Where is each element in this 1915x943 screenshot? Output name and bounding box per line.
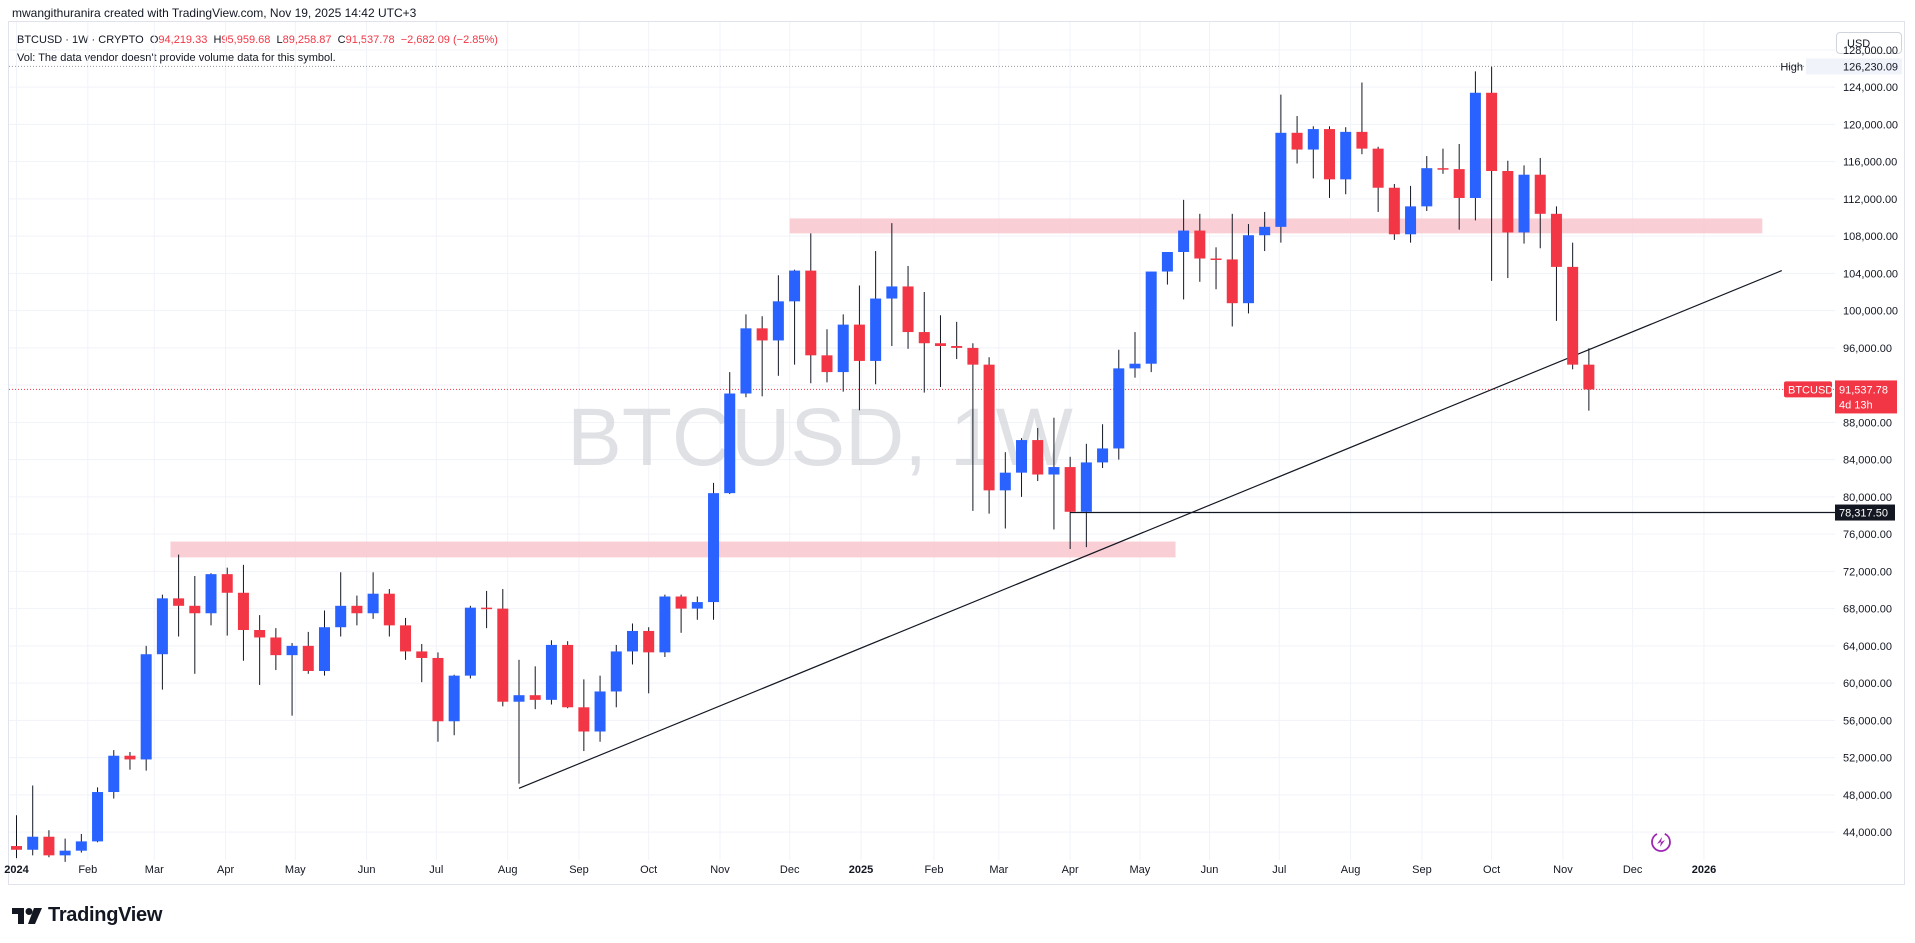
close-value: 91,537.78: [345, 34, 395, 46]
low-value: 89,258.87: [282, 34, 332, 46]
close-label: C: [337, 34, 346, 46]
volume-note: Vol: The data vendor doesn't provide vol…: [17, 52, 336, 64]
chart-frame[interactable]: [8, 21, 1905, 885]
symbol-label[interactable]: BTCUSD · 1W · CRYPTO: [17, 34, 144, 46]
tradingview-logo[interactable]: TradingView: [12, 904, 162, 927]
tradingview-logo-text: TradingView: [48, 904, 163, 926]
currency-selector[interactable]: USD: [1836, 32, 1902, 54]
tradingview-logo-icon: [12, 907, 42, 924]
change-value: −2,682.09 (−2.85%): [400, 34, 498, 46]
attribution-text: mwangithuranira created with TradingView…: [12, 6, 417, 20]
open-value: 94,219.33: [158, 34, 208, 46]
high-value: 95,959.68: [221, 34, 271, 46]
low-label: L: [276, 34, 283, 46]
symbol-ohlc-legend: BTCUSD · 1W · CRYPTO O94,219.33 H95,959.…: [17, 34, 498, 46]
high-label: H: [213, 34, 222, 46]
